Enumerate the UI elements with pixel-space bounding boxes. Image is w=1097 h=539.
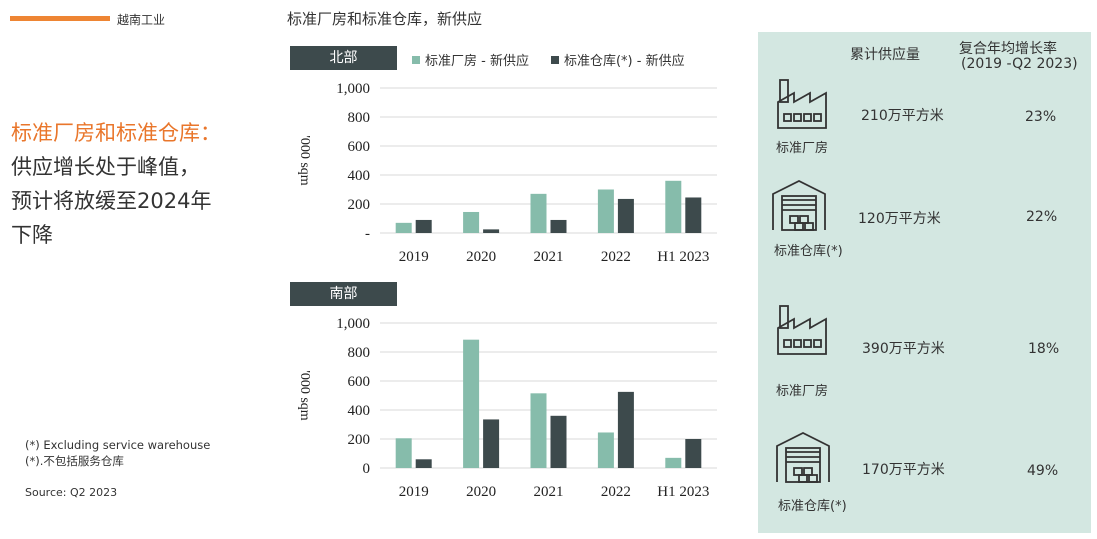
summary-item-cagr: 18% — [1028, 341, 1060, 357]
south-ytick-label: 800 — [348, 345, 371, 361]
south-bar-factory — [463, 339, 480, 468]
south-bar-factory — [395, 438, 412, 468]
summary-item-supply: 120万平方米 — [858, 211, 941, 227]
south-bar-warehouse — [550, 415, 567, 468]
accent-bar — [10, 16, 110, 21]
north-bar-warehouse — [415, 219, 432, 233]
footnote-cn: (*).不包括服务仓库 — [25, 454, 124, 468]
legend-swatch-factory — [412, 55, 420, 64]
north-xtick-label: 2019 — [399, 249, 429, 265]
warehouse-icon — [776, 431, 830, 483]
summary-header-cagr-range: (2019 -Q2 2023) — [961, 56, 1078, 72]
region-label-south: 南部 — [290, 282, 397, 306]
north-ytick-label: 400 — [348, 168, 371, 184]
south-ytick-label: 600 — [348, 374, 371, 390]
north-bar-warehouse — [550, 219, 567, 233]
summary-item-label: 标准仓库(*) — [778, 499, 847, 514]
south-ylabel: '000 sqm — [297, 370, 312, 420]
footnote-en: (*) Excluding service warehouse — [25, 438, 211, 452]
summary-item-cagr: 23% — [1025, 109, 1057, 125]
warehouse-icon — [772, 179, 826, 231]
north-ytick-label: 600 — [348, 139, 371, 155]
headline-line-2: 预计将放缓至2024年 — [11, 189, 212, 213]
north-bar-factory — [665, 180, 682, 233]
summary-item-label: 标准厂房 — [776, 141, 829, 156]
south-ytick-label: 400 — [348, 403, 371, 419]
south-bar-factory — [530, 393, 547, 468]
south-xtick-label: 2019 — [399, 484, 429, 500]
north-bar-warehouse — [617, 198, 634, 233]
south-xtick-label: 2020 — [466, 484, 496, 500]
north-bar-factory — [395, 222, 412, 233]
headline-line-1: 供应增长处于峰值， — [11, 155, 200, 179]
summary-item-label: 标准厂房 — [776, 384, 829, 399]
chart-south: 0 200 400 600 800 1,000 '000 sqm 2019 2020 2021 20… — [297, 316, 717, 500]
summary-panel: 累计供应量 复合年均增长率 (2019 -Q2 2023) 标准厂房 210万平… — [758, 32, 1091, 533]
south-bar-warehouse — [685, 439, 702, 468]
north-xtick-label: 2021 — [534, 249, 564, 265]
summary-header-supply: 累计供应量 — [850, 47, 920, 63]
legend-swatch-warehouse — [550, 55, 559, 64]
headline-highlight: 标准厂房和标准仓库： — [11, 121, 221, 145]
summary-header-cagr: 复合年均增长率 — [959, 41, 1057, 57]
south-bar-factory — [665, 457, 682, 468]
south-bar-warehouse — [617, 391, 634, 468]
north-xtick-label: 2022 — [601, 249, 631, 265]
south-ytick-label: 200 — [348, 432, 371, 448]
south-ytick-label: 0 — [363, 461, 371, 477]
south-xtick-label: H1 2023 — [657, 484, 709, 500]
legend-item-warehouse: 标准仓库(*) - 新供应 — [550, 50, 685, 69]
south-bar-warehouse — [483, 419, 500, 468]
factory-icon — [777, 305, 827, 355]
south-bar-warehouse — [415, 459, 432, 468]
factory-icon — [777, 79, 827, 129]
north-ylabel: '000 sqm — [297, 135, 312, 185]
north-ytick-label: - — [365, 226, 370, 242]
north-ytick-label: 200 — [348, 197, 371, 213]
north-bar-factory — [597, 189, 614, 233]
footnotes: (*) Excluding service warehouse (*).不包括服… — [25, 437, 210, 469]
south-xtick-label: 2021 — [534, 484, 564, 500]
chart-north: - 200 400 600 800 1,000 '000 sqm 2019 2020 2021 20… — [297, 81, 717, 265]
legend-label-factory: 标准厂房 - 新供应 — [425, 54, 529, 69]
south-bar-factory — [597, 432, 614, 468]
headline-line-3: 下降 — [11, 223, 53, 247]
north-xtick-label: 2020 — [466, 249, 496, 265]
north-ytick-label: 1,000 — [336, 81, 370, 97]
north-bar-factory — [530, 193, 547, 233]
section-tag: 越南工业 — [117, 13, 166, 27]
north-ytick-label: 800 — [348, 110, 371, 126]
summary-item-supply: 390万平方米 — [862, 341, 945, 357]
summary-item-label: 标准仓库(*) — [774, 244, 843, 259]
north-xtick-label: H1 2023 — [657, 249, 709, 265]
north-bar-warehouse — [685, 197, 702, 233]
south-ytick-label: 1,000 — [336, 316, 370, 332]
legend-item-factory: 标准厂房 - 新供应 — [412, 50, 529, 69]
summary-item-cagr: 49% — [1027, 463, 1059, 479]
region-label-north: 北部 — [290, 46, 397, 70]
headline: 标准厂房和标准仓库： 供应增长处于峰值， 预计将放缓至2024年 下降 — [11, 116, 276, 252]
summary-item-supply: 170万平方米 — [862, 462, 945, 478]
source-note: Source: Q2 2023 — [25, 486, 118, 499]
summary-item-supply: 210万平方米 — [861, 108, 944, 124]
south-xtick-label: 2022 — [601, 484, 631, 500]
summary-item-cagr: 22% — [1026, 209, 1058, 225]
north-bar-warehouse — [483, 229, 500, 233]
chart-legend: 标准厂房 - 新供应 标准仓库(*) - 新供应 — [412, 50, 707, 69]
page-title: 标准厂房和标准仓库，新供应 — [287, 10, 483, 28]
north-bar-factory — [463, 211, 480, 233]
legend-label-warehouse: 标准仓库(*) - 新供应 — [563, 54, 685, 69]
